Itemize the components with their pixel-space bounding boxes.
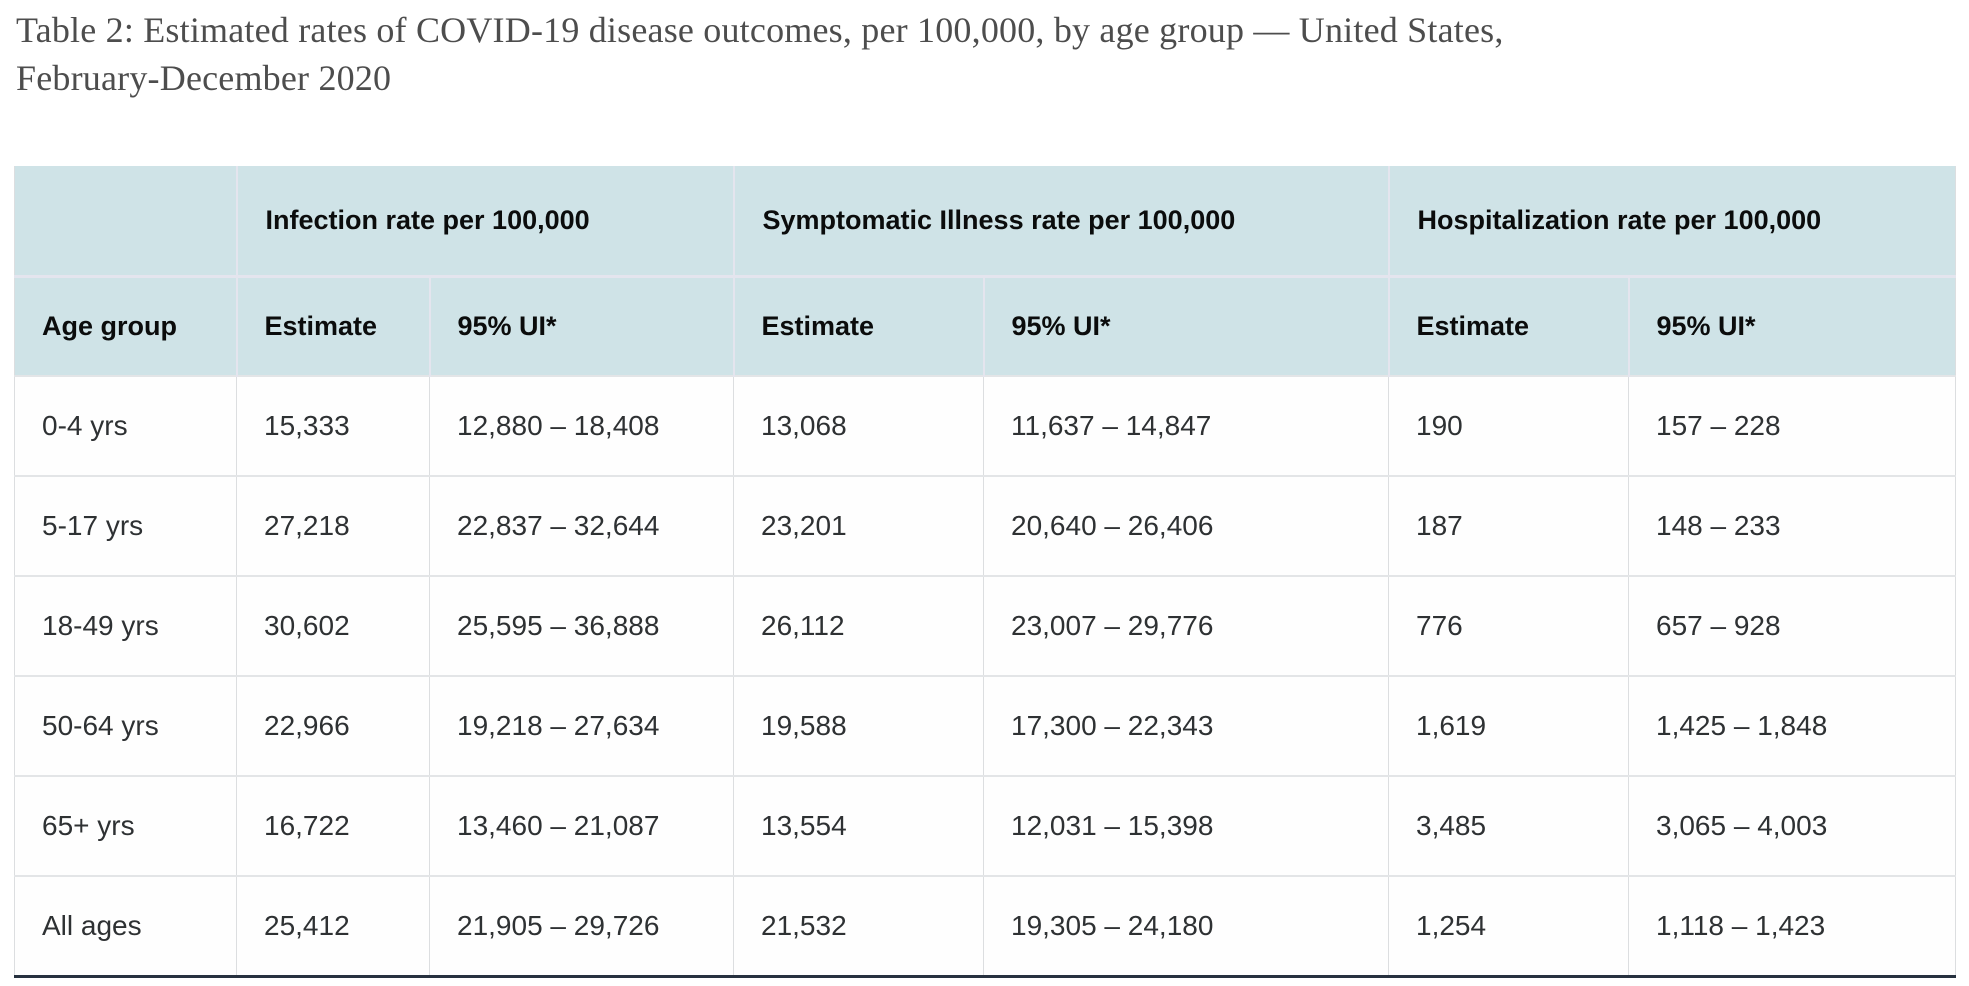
- table-row-5-17-yrs: 5-17 yrs 27,218 22,837 – 32,644 23,201 2…: [14, 475, 1956, 577]
- cell-symptomatic-ui: 23,007 – 29,776: [983, 575, 1389, 677]
- cell-infection-estimate: 22,966: [236, 675, 430, 777]
- table-row-65-plus-yrs: 65+ yrs 16,722 13,460 – 21,087 13,554 12…: [14, 775, 1956, 877]
- cell-age-group: 5-17 yrs: [14, 475, 237, 577]
- cell-age-group: 18-49 yrs: [14, 575, 237, 677]
- cell-symptomatic-estimate: 26,112: [733, 575, 984, 677]
- column-header-estimate-hospitalization: Estimate: [1387, 276, 1629, 376]
- group-header-row: Infection rate per 100,000 Symptomatic I…: [14, 166, 1956, 278]
- cell-hospitalization-estimate: 190: [1388, 375, 1629, 477]
- table-row-50-64-yrs: 50-64 yrs 22,966 19,218 – 27,634 19,588 …: [14, 675, 1956, 777]
- cell-infection-ui: 25,595 – 36,888: [429, 575, 734, 677]
- table-row-18-49-yrs: 18-49 yrs 30,602 25,595 – 36,888 26,112 …: [14, 575, 1956, 677]
- cell-hospitalization-estimate: 187: [1388, 475, 1629, 577]
- cell-infection-ui: 13,460 – 21,087: [429, 775, 734, 877]
- cell-age-group: 0-4 yrs: [14, 375, 237, 477]
- cell-symptomatic-estimate: 13,554: [733, 775, 984, 877]
- column-header-age-group: Age group: [14, 276, 237, 376]
- column-header-ui-hospitalization: 95% UI*: [1627, 276, 1956, 376]
- cell-infection-ui: 12,880 – 18,408: [429, 375, 734, 477]
- column-header-row: Age group Estimate 95% UI* Estimate 95% …: [14, 276, 1956, 376]
- cell-symptomatic-ui: 17,300 – 22,343: [983, 675, 1389, 777]
- cell-symptomatic-ui: 12,031 – 15,398: [983, 775, 1389, 877]
- cell-hospitalization-ui: 3,065 – 4,003: [1628, 775, 1956, 877]
- cell-infection-estimate: 25,412: [236, 875, 430, 977]
- cell-infection-estimate: 27,218: [236, 475, 430, 577]
- cell-hospitalization-estimate: 1,619: [1388, 675, 1629, 777]
- cell-hospitalization-ui: 148 – 233: [1628, 475, 1956, 577]
- column-header-ui-symptomatic: 95% UI*: [982, 276, 1389, 376]
- table-body: 0-4 yrs 15,333 12,880 – 18,408 13,068 11…: [14, 375, 1956, 977]
- cell-hospitalization-ui: 1,425 – 1,848: [1628, 675, 1956, 777]
- cell-age-group: 50-64 yrs: [14, 675, 237, 777]
- cell-symptomatic-ui: 19,305 – 24,180: [983, 875, 1389, 977]
- cell-hospitalization-estimate: 776: [1388, 575, 1629, 677]
- cell-infection-ui: 21,905 – 29,726: [429, 875, 734, 977]
- column-header-estimate-infection: Estimate: [235, 276, 430, 376]
- cell-age-group: All ages: [14, 875, 237, 977]
- group-header-hospitalization: Hospitalization rate per 100,000: [1387, 166, 1956, 278]
- group-header-infection: Infection rate per 100,000: [235, 166, 734, 278]
- cell-hospitalization-estimate: 3,485: [1388, 775, 1629, 877]
- cell-symptomatic-ui: 11,637 – 14,847: [983, 375, 1389, 477]
- column-header-estimate-symptomatic: Estimate: [732, 276, 984, 376]
- table-row-all-ages: All ages 25,412 21,905 – 29,726 21,532 1…: [14, 875, 1956, 977]
- column-header-ui-infection: 95% UI*: [428, 276, 734, 376]
- cell-hospitalization-ui: 1,118 – 1,423: [1628, 875, 1956, 977]
- cell-infection-ui: 19,218 – 27,634: [429, 675, 734, 777]
- cell-infection-estimate: 15,333: [236, 375, 430, 477]
- group-header-spacer: [14, 166, 237, 278]
- table-title: Table 2: Estimated rates of COVID-19 dis…: [16, 10, 1504, 98]
- cell-hospitalization-estimate: 1,254: [1388, 875, 1629, 977]
- cell-infection-ui: 22,837 – 32,644: [429, 475, 734, 577]
- covid-outcomes-table: Infection rate per 100,000 Symptomatic I…: [14, 166, 1956, 978]
- cell-age-group: 65+ yrs: [14, 775, 237, 877]
- table-row-0-4-yrs: 0-4 yrs 15,333 12,880 – 18,408 13,068 11…: [14, 375, 1956, 477]
- cell-symptomatic-estimate: 23,201: [733, 475, 984, 577]
- cell-hospitalization-ui: 657 – 928: [1628, 575, 1956, 677]
- cell-symptomatic-estimate: 21,532: [733, 875, 984, 977]
- cell-infection-estimate: 30,602: [236, 575, 430, 677]
- cell-symptomatic-estimate: 19,588: [733, 675, 984, 777]
- cell-infection-estimate: 16,722: [236, 775, 430, 877]
- cell-symptomatic-estimate: 13,068: [733, 375, 984, 477]
- group-header-symptomatic: Symptomatic Illness rate per 100,000: [732, 166, 1389, 278]
- table-header: Infection rate per 100,000 Symptomatic I…: [14, 166, 1956, 376]
- cell-hospitalization-ui: 157 – 228: [1628, 375, 1956, 477]
- cell-symptomatic-ui: 20,640 – 26,406: [983, 475, 1389, 577]
